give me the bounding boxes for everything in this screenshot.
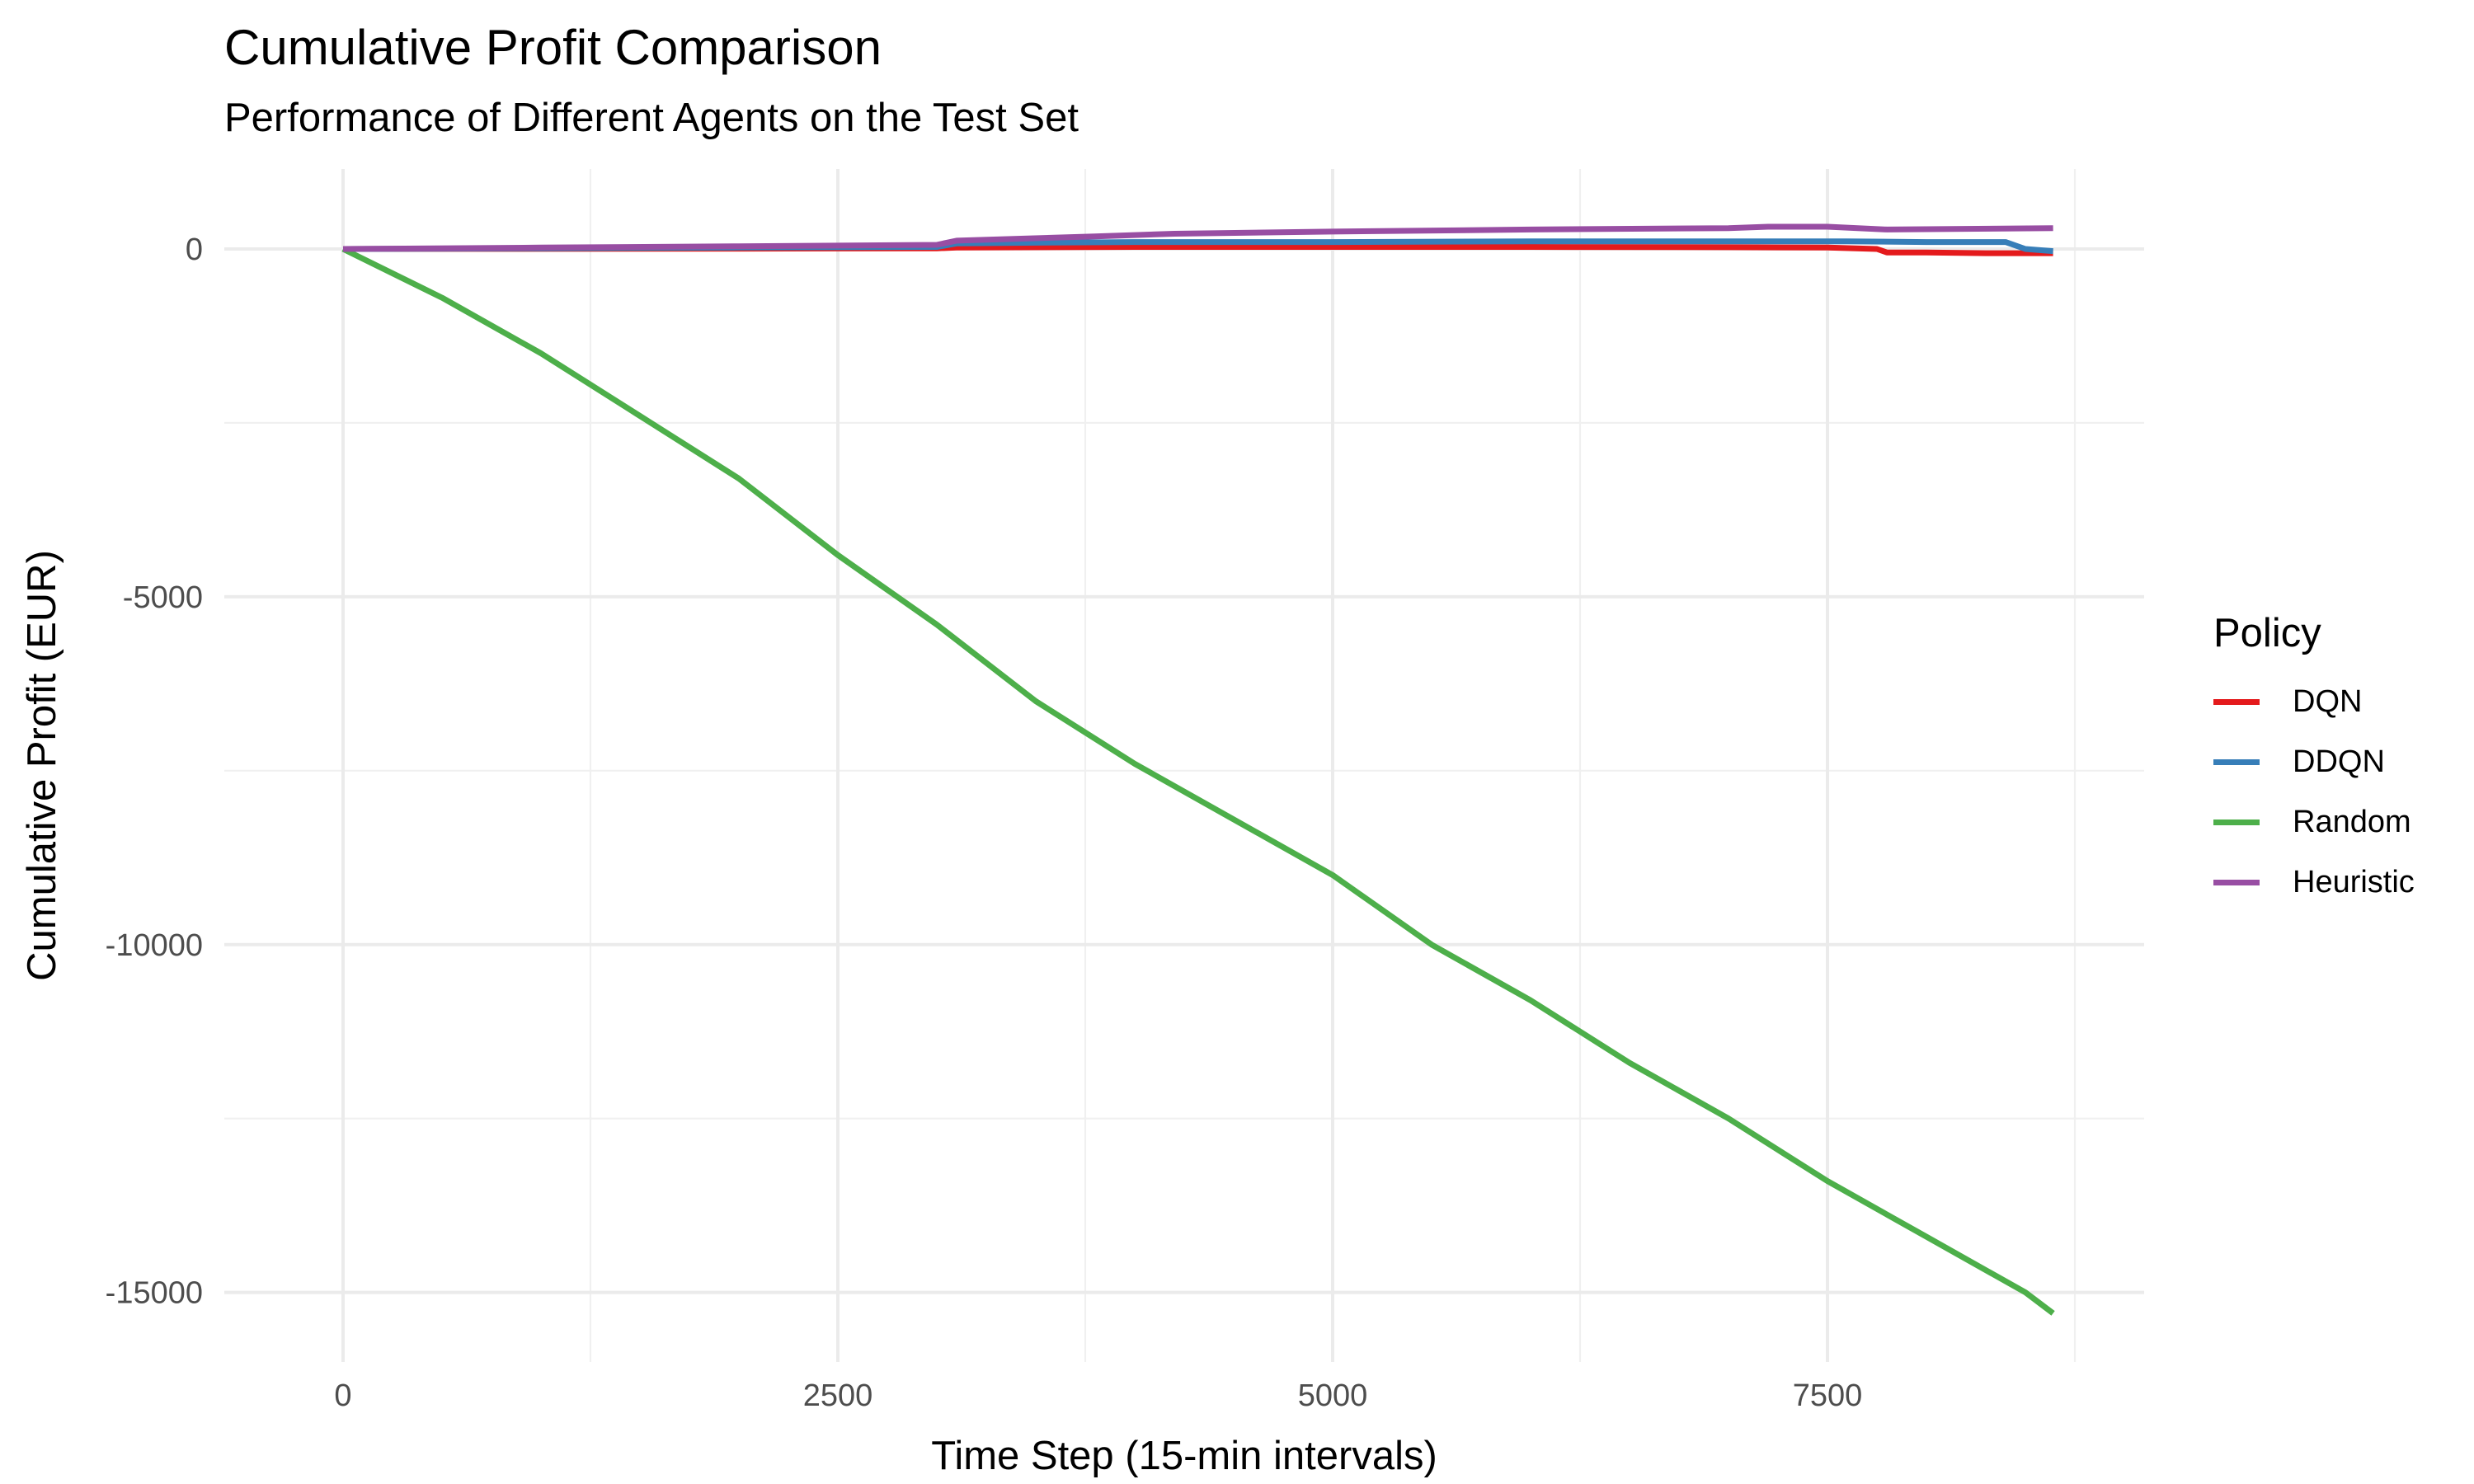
chart-subtitle: Performance of Different Agents on the T… [224,96,1079,140]
legend-item-random: Random [2213,792,2415,852]
x-tick-labels: 0 2500 5000 7500 [334,1378,1862,1413]
y-tick-label: -15000 [106,1276,203,1311]
legend-item-ddqn: DDQN [2213,732,2415,792]
major-gridlines [224,169,2144,1362]
y-tick-label: -10000 [106,928,203,963]
x-tick-label: 2500 [803,1378,873,1413]
legend-item-dqn: DQN [2213,672,2415,732]
legend-key-heuristic [2213,880,2260,885]
series-line-heuristic [342,223,2053,252]
legend-key-random [2213,819,2260,825]
legend-key-ddqn [2213,759,2260,765]
x-tick-label: 5000 [1298,1378,1368,1413]
legend-title: Policy [2213,611,2321,655]
x-axis-title: Time Step (15-min intervals) [931,1434,1437,1478]
x-tick-label: 0 [334,1378,351,1413]
legend-key-dqn [2213,699,2260,705]
y-tick-label: 0 [186,232,203,267]
series-line-random [341,246,2055,1316]
legend-label-random: Random [2293,805,2411,839]
legend-label-heuristic: Heuristic [2293,865,2415,899]
legend-label-dqn: DQN [2293,684,2363,719]
y-tick-label: -5000 [123,580,203,615]
minor-gridlines [224,169,2144,1362]
legend: Policy DQN DDQN Random Heuristic [2213,604,2415,913]
legend-item-heuristic: Heuristic [2213,852,2415,913]
series-lines [341,223,2055,1316]
legend-label-ddqn: DDQN [2293,744,2385,779]
y-tick-labels: 0 -5000 -10000 -15000 [106,232,203,1311]
chart-title: Cumulative Profit Comparison [224,20,882,75]
x-tick-label: 7500 [1793,1378,1863,1413]
y-axis-title: Cumulative Profit (EUR) [20,550,64,981]
